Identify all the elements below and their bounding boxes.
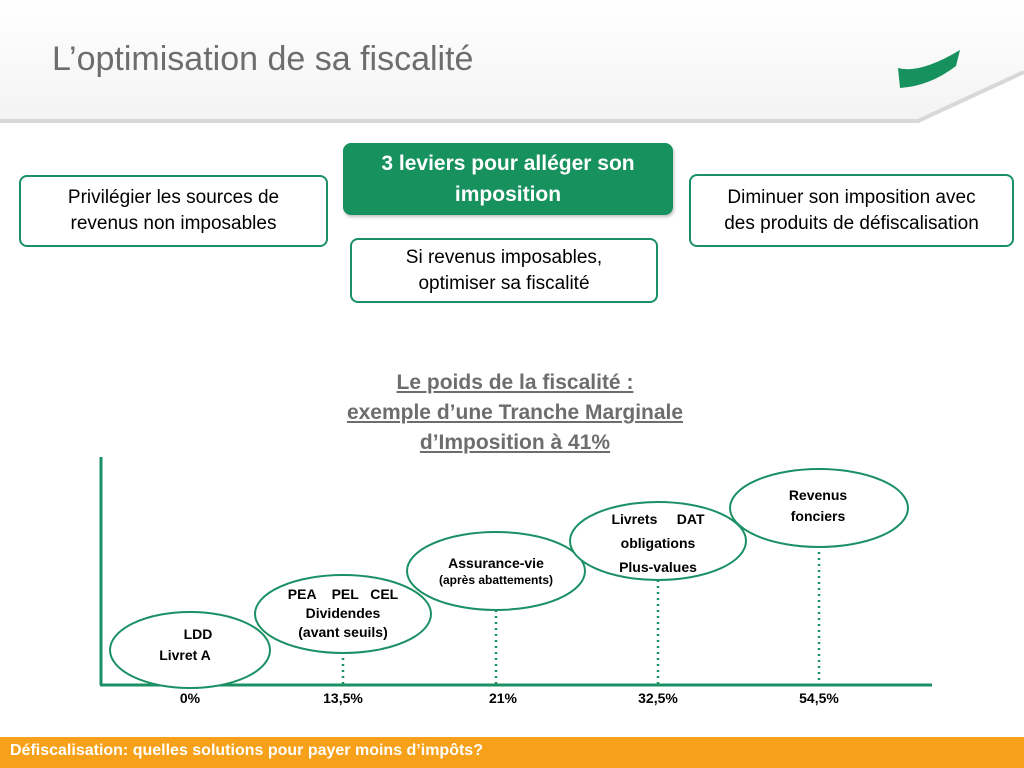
- footer-text: Défiscalisation: quelles solutions pour …: [10, 742, 483, 759]
- group-13-5-item-2: Dividendes: [305, 605, 381, 621]
- lever-center-box: Si revenus imposables, optimiser sa fisc…: [350, 238, 658, 303]
- chart-title-line-3: d’Imposition à 41%: [419, 431, 611, 454]
- levers-main-box: 3 leviers pour alléger son imposition: [343, 143, 673, 215]
- group-32-5-item-3: Plus-values: [619, 559, 697, 575]
- brand-logo-icon: [898, 50, 960, 88]
- header-background: [0, 0, 1024, 123]
- group-32-5-item-1: Livrets DAT: [611, 511, 705, 527]
- tick-label-13-5: 13,5%: [323, 690, 363, 706]
- group-54-5-item-2: fonciers: [790, 508, 846, 524]
- lever-center-line-2: optimiser sa fiscalité: [418, 272, 590, 294]
- chart-title: Le poids de la fiscalité : exemple d’une…: [290, 368, 740, 458]
- footer-bar: Défiscalisation: quelles solutions pour …: [0, 737, 1024, 768]
- tick-label-32-5: 32,5%: [638, 690, 678, 706]
- group-ellipse-0: [109, 611, 271, 689]
- page-title: L’optimisation de sa fiscalité: [52, 40, 474, 78]
- tax-weight-chart: [99, 457, 932, 689]
- lever-right-line-2: des produits de défiscalisation: [724, 212, 979, 234]
- group-21-item-1: Assurance-vie: [448, 555, 544, 571]
- levers-main-line-1: 3 leviers pour alléger son: [381, 152, 635, 175]
- lever-left-line-1: Privilégier les sources de: [67, 187, 280, 208]
- group-ellipse-13-5: [254, 574, 432, 654]
- chart-title-line-1: Le poids de la fiscalité :: [396, 371, 634, 394]
- group-label-32-5: Livrets DAT obligations Plus-values: [578, 507, 738, 579]
- group-54-5-item-1: Revenus: [788, 487, 848, 503]
- lever-center-line-1: Si revenus imposables,: [405, 246, 603, 268]
- tick-label-21: 21%: [488, 690, 518, 706]
- group-21-item-2: (après abattements): [438, 573, 554, 587]
- lever-right-line-1: Diminuer son imposition avec: [727, 186, 976, 208]
- group-label-54-5: Revenus fonciers: [758, 485, 878, 527]
- group-ellipse-21: [406, 531, 586, 611]
- group-label-0: LDD Livret A: [130, 624, 250, 666]
- group-0-item-1: LDD: [183, 626, 213, 642]
- group-label-13-5: PEA PEL CEL Dividendes (avant seuils): [263, 585, 423, 642]
- group-32-5-item-2: obligations: [620, 535, 696, 551]
- group-label-21: Assurance-vie (après abattements): [406, 554, 586, 587]
- chart-title-line-2: exemple d’une Tranche Marginale: [346, 401, 684, 424]
- group-ellipse-54-5: [729, 468, 909, 548]
- group-13-5-item-3: (avant seuils): [298, 624, 388, 640]
- group-0-item-2: Livret A: [159, 647, 211, 663]
- lever-left-box: Privilégier les sources de revenus non i…: [19, 175, 328, 247]
- group-ellipse-32-5: [569, 501, 747, 581]
- group-13-5-item-1: PEA PEL CEL: [287, 586, 399, 602]
- lever-left-line-2: revenus non imposables: [70, 213, 277, 234]
- levers-main-line-2: imposition: [454, 183, 562, 206]
- tick-label-54-5: 54,5%: [799, 690, 839, 706]
- lever-right-box: Diminuer son imposition avec des produit…: [689, 174, 1014, 247]
- tick-label-0: 0%: [179, 690, 201, 706]
